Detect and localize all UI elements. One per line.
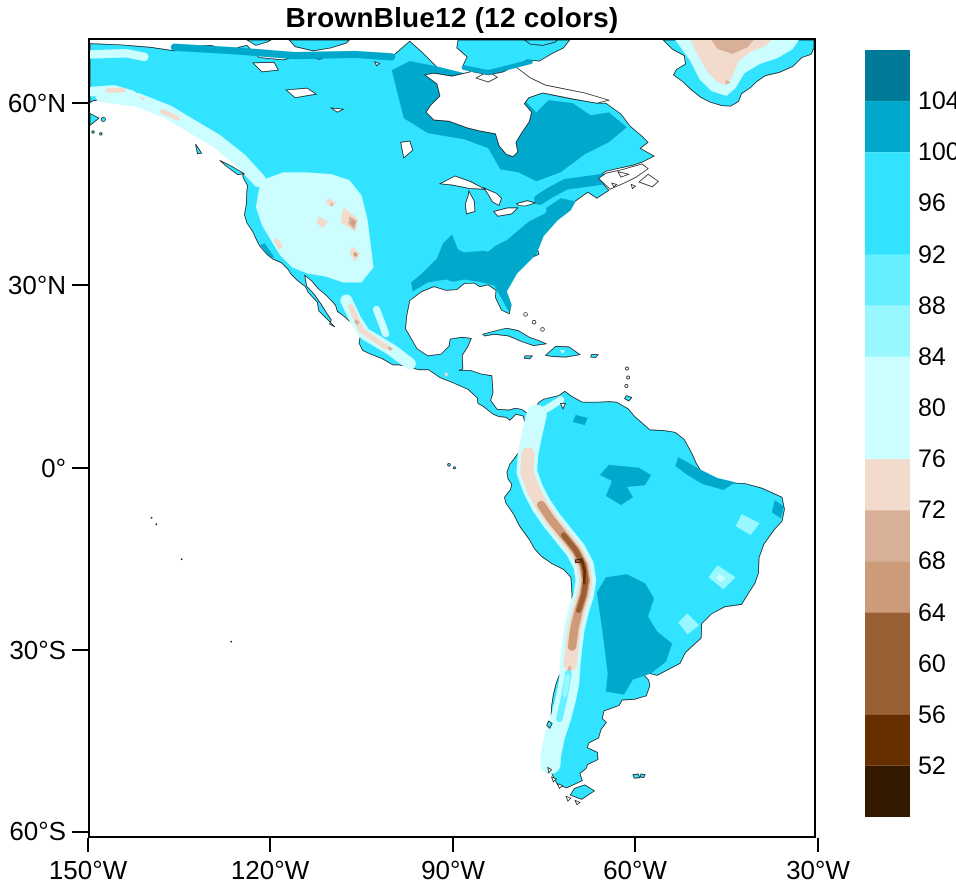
colorbar-label: 88 — [918, 292, 946, 320]
y-axis-label: 60°N — [7, 88, 66, 118]
colorbar-label: 56 — [918, 701, 946, 729]
x-axis-label: 90°W — [421, 855, 485, 885]
colorbar-label: 84 — [918, 343, 946, 371]
lake-titicaca — [574, 558, 581, 564]
page-title: BrownBlue12 (12 colors) — [285, 2, 619, 33]
colorbar-label: 96 — [918, 189, 946, 217]
great-lakes — [438, 175, 537, 217]
colorbar-label: 52 — [918, 752, 946, 780]
colorbar-label: 92 — [918, 241, 946, 269]
colorbar-box — [865, 459, 910, 511]
st-lawrence-valley-high-band — [534, 172, 615, 205]
colorbar-label: 72 — [918, 496, 946, 524]
atlantic-canada-islands — [611, 173, 659, 190]
colorbar-box — [865, 612, 910, 715]
galapagos-islands — [447, 463, 456, 470]
x-tick — [817, 838, 819, 852]
southeast-us-high-region — [410, 198, 576, 313]
colorbar-box — [865, 561, 910, 613]
colorbar-box — [865, 50, 910, 102]
caribbean-islands — [482, 312, 633, 402]
y-axis-label: 0° — [41, 453, 66, 483]
falkland-islands — [632, 773, 646, 779]
south-america-high-regions — [572, 414, 784, 695]
x-tick — [634, 838, 636, 852]
y-tick — [72, 831, 88, 833]
x-tick — [452, 838, 454, 852]
x-axis-label: 30°W — [786, 855, 850, 885]
colorbar-label: 76 — [918, 445, 946, 473]
greenland — [662, 40, 814, 107]
y-axis-label: 60°S — [9, 816, 66, 846]
arctic-coast-high-band — [170, 43, 396, 61]
x-axis-label: 60°W — [603, 855, 667, 885]
colorbar-box — [865, 254, 910, 306]
canadian-lakes — [252, 61, 414, 159]
y-tick — [72, 284, 88, 286]
y-axis-label: 30°S — [9, 635, 66, 665]
colorbar-label: 100 — [918, 138, 956, 166]
colorbar-label: 68 — [918, 547, 946, 575]
colorbar-label: 104 — [918, 87, 956, 115]
alaska-yukon-ranges — [90, 49, 266, 188]
andes-mountain-bands — [516, 396, 597, 775]
appalachian-lower-streak — [483, 206, 547, 252]
colorbar-label: 80 — [918, 394, 946, 422]
colorbar-box — [865, 305, 910, 357]
colorbar-label: 64 — [918, 599, 946, 627]
americas-landmass — [90, 40, 785, 789]
y-tick — [72, 102, 88, 104]
colorbar-box — [865, 714, 910, 766]
lake-maracaibo — [560, 403, 566, 410]
anticosti-island — [617, 171, 631, 178]
arctic-islands — [246, 40, 571, 76]
tierra-del-fuego — [547, 766, 596, 806]
y-tick — [72, 467, 88, 469]
pacific-island-specks — [150, 516, 233, 643]
mexico-sierra-bands — [340, 294, 449, 377]
rockies-brown-patches — [273, 198, 361, 262]
y-axis-label: 30°N — [7, 270, 66, 300]
western-us-highlands — [255, 172, 374, 283]
y-tick — [72, 649, 88, 651]
colorbar-box — [865, 356, 910, 460]
x-axis-label: 120°W — [230, 855, 310, 885]
colorbar-box — [865, 510, 910, 562]
colorbar-box — [865, 101, 910, 153]
map-canvas — [90, 40, 814, 806]
x-tick — [87, 838, 89, 852]
california-central-valley-high — [260, 243, 275, 258]
colorbar — [865, 50, 910, 817]
x-tick — [269, 838, 271, 852]
colorbar-box — [865, 152, 910, 255]
brazil-highlands-light-patches — [678, 514, 760, 635]
plot-frame — [88, 38, 816, 838]
x-axis-label: 150°W — [48, 855, 128, 885]
pacific-coast-islands — [90, 112, 553, 729]
colorbar-label: 60 — [918, 650, 946, 678]
colorbar-box — [865, 765, 910, 817]
